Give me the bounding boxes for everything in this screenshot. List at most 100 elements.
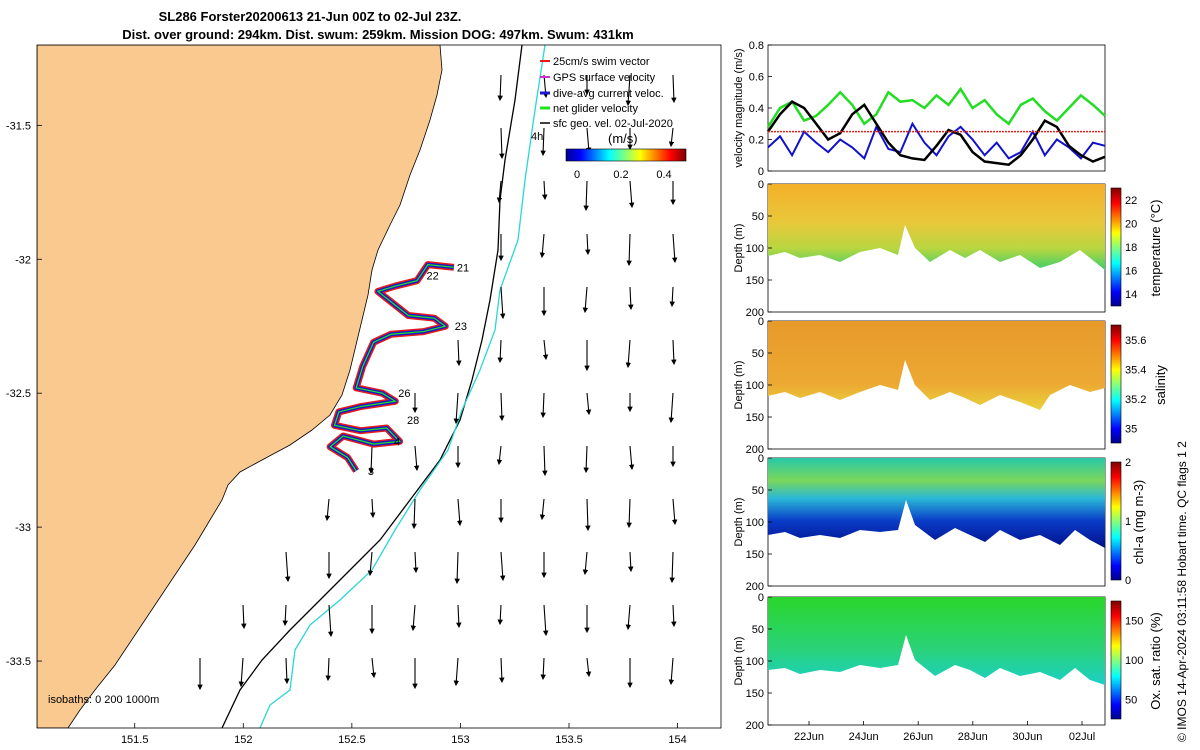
colorbar-tick: 20 (1125, 218, 1137, 230)
velocity-vector (540, 392, 546, 419)
credit-text: © IMOS 14-Apr-2024 03:11:58 Hobart time.… (1175, 441, 1189, 742)
velocity-vector (410, 604, 417, 632)
salinity-section (768, 321, 1105, 410)
track-day-label: 28 (407, 415, 419, 427)
velocity-vector (370, 657, 377, 679)
velocity-panel: 0 0.2 0.4 0.6 0.8 velocity magnitude (m/s) (733, 40, 1106, 178)
salinity-ylabel: Depth (m) (733, 361, 745, 410)
velocity-vector (671, 233, 678, 264)
velocity-vector (499, 657, 505, 684)
map-x-tick: 153 (451, 734, 469, 746)
salinity-cblabel: salinity (1153, 365, 1168, 405)
velocity-tick: 0.8 (749, 40, 764, 52)
velocity-vector (671, 498, 678, 526)
depth-tick: 0 (758, 592, 764, 604)
temperature-ylabel: Depth (m) (733, 224, 745, 273)
colorbar-tick: 35.4 (1125, 364, 1146, 376)
date-tick: 24Jun (849, 731, 879, 743)
velocity-vector (368, 445, 374, 475)
title-line1: SL286 Forster20200613 21-Jun 00Z to 02-J… (159, 9, 462, 24)
colorbar-title: (m/s) (608, 131, 638, 146)
glider-track: 21 22 23 26 28 4 3 (326, 261, 469, 478)
velocity-series-green (766, 86, 1106, 128)
map-x-tick: 153.5 (555, 734, 583, 746)
map-cb-tick-0: 0 (574, 169, 580, 181)
velocity-vector (628, 286, 634, 311)
velocity-vector (626, 498, 632, 529)
track-day-label: 23 (455, 321, 467, 333)
velocity-vector (370, 498, 376, 519)
velocity-vector (542, 180, 548, 201)
velocity-vector (542, 445, 548, 477)
depth-tick: 200 (746, 444, 764, 456)
colorbar-tick: 2 (1125, 457, 1131, 469)
date-tick: 22Jun (794, 731, 824, 743)
chla-colorbar (1110, 461, 1122, 581)
velocity-vector (668, 127, 675, 148)
track-day-label: 3 (368, 466, 374, 478)
legend-sfc: sfc geo. vel. 02-Jul-2020 (553, 118, 673, 130)
depth-tick: 150 (746, 275, 764, 287)
date-tick: 02Jul (1069, 731, 1095, 743)
track-day-label: 26 (398, 388, 410, 400)
depth-tick: 200 (746, 307, 764, 319)
velocity-vector (456, 339, 462, 367)
velocity-vector (625, 339, 632, 369)
map-y-tick: -32.5 (6, 388, 31, 400)
map-cb-tick-2: 0.4 (656, 169, 671, 181)
land (37, 45, 443, 728)
colorbar-tick: 14 (1125, 289, 1137, 301)
track-day-label: 22 (427, 270, 439, 282)
velocity-vector (453, 392, 460, 425)
velocity-vector (499, 551, 506, 582)
colorbar-tick: 35 (1125, 423, 1137, 435)
oxygen-section (768, 597, 1105, 685)
velocity-vector (241, 604, 247, 630)
oxygen-colorbar (1110, 600, 1122, 720)
salinity-colorbar (1110, 324, 1122, 444)
map-x-tick: 152.5 (338, 734, 366, 746)
velocity-vector (542, 339, 549, 361)
temperature-colorbar (1110, 187, 1122, 307)
colorbar-tick: 18 (1125, 242, 1137, 254)
velocity-vector (456, 498, 463, 527)
surface-velocity-vectors (197, 74, 678, 691)
map-cb-tick-1: 0.2 (613, 169, 628, 181)
legend-swim: 25cm/s swim vector (553, 56, 650, 68)
velocity-vector (454, 551, 460, 585)
chla-ylabel: Depth (m) (733, 498, 745, 547)
velocity-vector (628, 180, 635, 209)
chla-cblabel: chl-a (mg m-3) (1131, 480, 1146, 565)
velocity-tick: 0.2 (749, 135, 764, 147)
legend-dive: dive-avg current veloc. (553, 88, 664, 100)
map-axis-ticks: 151.5 152 152.5 153 153.5 154 -31.5 -32 -32.5 -33… (6, 120, 687, 746)
velocity-vector (497, 74, 503, 102)
depth-tick: 100 (746, 380, 764, 392)
salinity-panel: Depth (m) salinity (733, 320, 1168, 450)
legend-scale-label: 4h (531, 131, 543, 143)
depth-tick: 150 (746, 549, 764, 561)
chla-section (768, 458, 1105, 548)
date-tick: 30Jun (1012, 731, 1042, 743)
isobaths-label: isobaths: 0 200 1000m (48, 694, 159, 706)
velocity-y-ticks: 0 0.2 0.4 0.6 0.8 (749, 40, 772, 178)
section-ticks: 05010015020014161820220501001502003535.2… (746, 179, 1147, 743)
velocity-vector (583, 445, 589, 474)
colorbar-tick: 150 (1125, 616, 1143, 628)
depth-tick: 50 (752, 348, 764, 360)
velocity-vector (496, 445, 503, 466)
map-y-tick: -31.5 (6, 120, 31, 132)
map-x-tick: 154 (668, 734, 686, 746)
velocity-vector (585, 657, 592, 678)
velocity-vector (540, 657, 546, 681)
velocity-vector (582, 551, 589, 576)
velocity-series-blue (767, 121, 1106, 161)
velocity-vector (583, 180, 589, 212)
map-panel: 21 22 23 26 28 4 3 151.5 152 152.5 153 153.5 154 -31… (6, 44, 722, 746)
velocity-vector (668, 392, 675, 424)
colorbar-tick: 100 (1125, 655, 1143, 667)
colorbar-tick: 22 (1125, 195, 1137, 207)
velocity-vector (671, 604, 677, 628)
depth-tick: 200 (746, 581, 764, 593)
velocity-tick: 0.6 (749, 72, 764, 84)
